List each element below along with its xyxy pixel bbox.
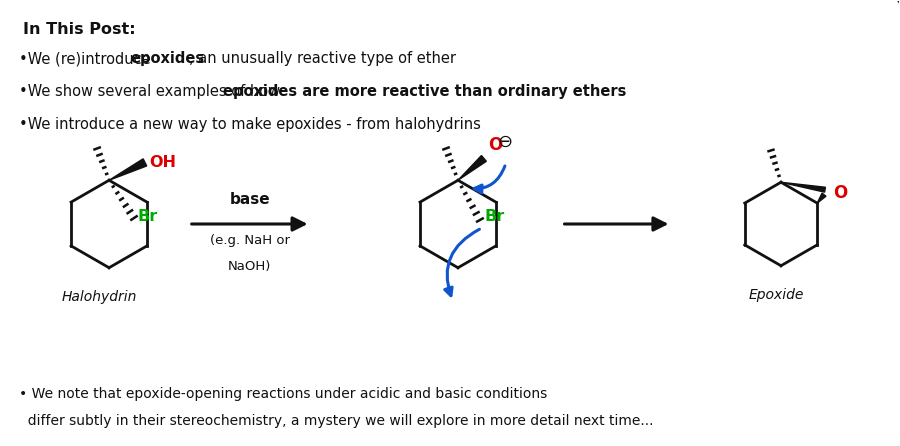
Text: (e.g. NaH or: (e.g. NaH or	[210, 234, 290, 247]
Text: O: O	[833, 184, 847, 202]
Text: •We (re)introduce: •We (re)introduce	[19, 51, 156, 66]
Text: Br: Br	[138, 209, 158, 223]
Text: differ subtly in their stereochemistry, a mystery we will explore in more detail: differ subtly in their stereochemistry, …	[19, 414, 653, 428]
Text: In This Post:: In This Post:	[23, 22, 136, 37]
Text: NaOH): NaOH)	[228, 260, 271, 273]
Polygon shape	[109, 159, 147, 180]
Text: Halohydrin: Halohydrin	[61, 289, 137, 304]
Text: OH: OH	[148, 155, 176, 170]
Text: Br: Br	[485, 209, 505, 223]
Text: •We show several examples of how: •We show several examples of how	[19, 84, 285, 99]
Text: , an unusually reactive type of ether: , an unusually reactive type of ether	[189, 51, 455, 66]
Polygon shape	[817, 193, 826, 203]
Polygon shape	[458, 156, 486, 180]
Text: epoxides: epoxides	[130, 51, 204, 66]
Polygon shape	[781, 182, 825, 192]
Text: epoxides are more reactive than ordinary ethers: epoxides are more reactive than ordinary…	[223, 84, 626, 99]
Text: O: O	[488, 136, 502, 154]
FancyArrowPatch shape	[445, 229, 480, 296]
Text: ⊖: ⊖	[498, 132, 512, 150]
Text: Epoxide: Epoxide	[748, 288, 804, 301]
Text: •We introduce a new way to make epoxides - from halohydrins: •We introduce a new way to make epoxides…	[19, 117, 482, 132]
Text: base: base	[230, 192, 270, 207]
Text: • We note that epoxide-opening reactions under acidic and basic conditions: • We note that epoxide-opening reactions…	[19, 387, 547, 401]
FancyArrowPatch shape	[474, 166, 505, 193]
